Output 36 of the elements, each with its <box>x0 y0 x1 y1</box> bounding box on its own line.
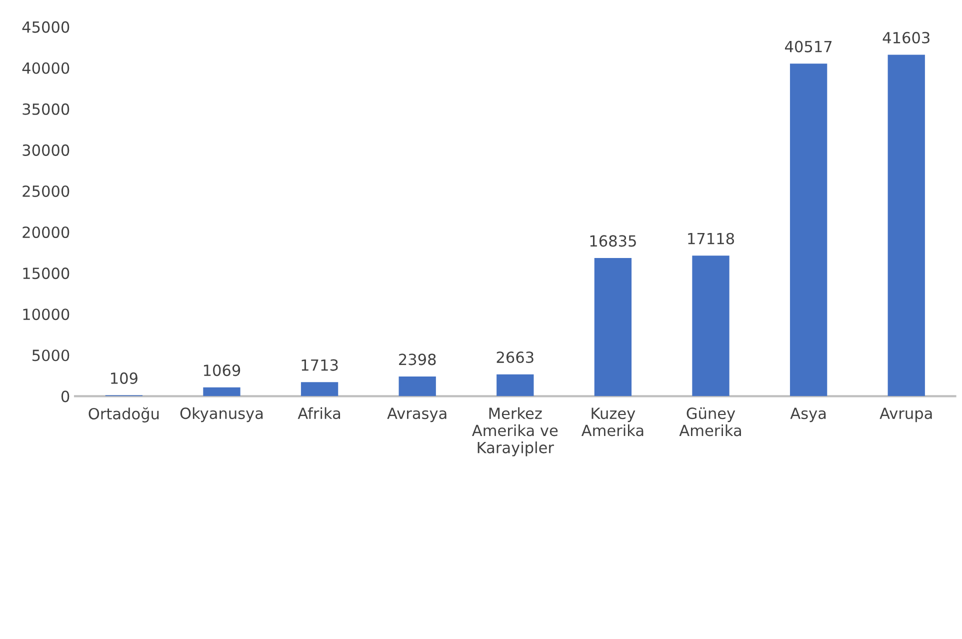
data-label: 40517 <box>785 40 832 52</box>
data-label: 17118 <box>688 232 734 244</box>
data-label: 2663 <box>496 351 534 364</box>
data-label: 2398 <box>399 354 436 366</box>
bar <box>496 374 534 396</box>
y-tick-label: 0 <box>61 390 70 402</box>
x-tick-label: Merkez Amerika ve Karayipler <box>472 407 558 456</box>
y-tick-label: 40000 <box>22 62 70 74</box>
bar <box>594 258 632 396</box>
y-tick-label: 5000 <box>32 350 70 362</box>
x-tick-label: Okyanusya <box>180 407 263 422</box>
x-tick-label: Kuzey Amerika <box>581 408 644 436</box>
y-tick-label: 30000 <box>22 144 70 156</box>
x-tick-label: Afrika <box>298 407 340 420</box>
bar <box>692 256 730 396</box>
y-tick-label: 15000 <box>23 268 70 280</box>
bar <box>888 54 925 396</box>
data-label: 109 <box>111 372 138 384</box>
x-tick-label: Avrasya <box>387 408 446 422</box>
bar <box>398 376 436 396</box>
x-tick-label: Avrupa <box>880 408 932 422</box>
x-tick-label: Güney Amerika <box>679 407 741 436</box>
y-tick-label: 10000 <box>23 308 70 320</box>
data-label: 1713 <box>302 359 338 371</box>
data-label: 16835 <box>590 235 636 247</box>
bar <box>300 382 338 396</box>
y-tick-label: 25000 <box>22 185 70 198</box>
x-tick-label: Ortadoğu <box>88 407 159 422</box>
y-tick-label: 35000 <box>22 103 70 115</box>
data-label: 1069 <box>204 364 240 376</box>
x-tick-label: Asya <box>790 408 826 422</box>
y-tick-label: 20000 <box>22 226 70 238</box>
y-tick-label: 45000 <box>22 21 70 33</box>
bar <box>790 64 828 396</box>
bar <box>203 387 240 396</box>
data-label: 41603 <box>882 32 930 44</box>
